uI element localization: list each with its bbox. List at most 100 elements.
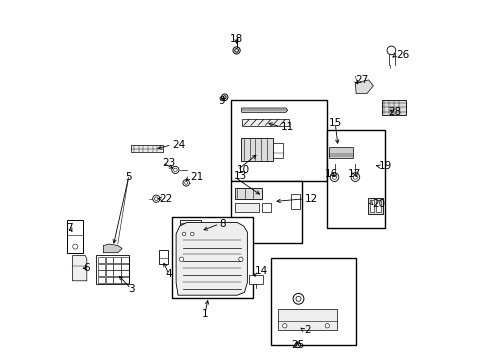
Text: 22: 22 (159, 194, 172, 204)
Text: 16: 16 (325, 168, 338, 179)
Text: 9: 9 (218, 96, 224, 106)
Polygon shape (72, 256, 87, 281)
Text: 27: 27 (355, 75, 368, 85)
Bar (369, 200, 374, 212)
Bar (235, 203, 258, 212)
Circle shape (184, 181, 187, 184)
Text: 11: 11 (280, 122, 293, 132)
Bar (329, 147, 352, 158)
Bar (98, 264, 104, 270)
Text: 21: 21 (189, 172, 203, 182)
Text: 23: 23 (162, 158, 175, 168)
Text: 28: 28 (387, 107, 401, 117)
Bar (272, 143, 282, 158)
Bar (375, 200, 380, 212)
Circle shape (325, 324, 329, 328)
Bar (105, 257, 113, 263)
Bar (121, 257, 128, 263)
Circle shape (282, 324, 286, 328)
Bar (235, 188, 262, 199)
Circle shape (190, 232, 194, 236)
Bar (98, 277, 104, 283)
Text: 13: 13 (233, 171, 246, 181)
Bar (98, 270, 104, 276)
Bar (159, 250, 167, 264)
Bar (241, 138, 273, 161)
Circle shape (221, 94, 227, 100)
Circle shape (73, 244, 78, 249)
Bar (277, 309, 336, 330)
Circle shape (295, 296, 301, 301)
Bar (105, 264, 113, 270)
Circle shape (350, 173, 359, 181)
Text: 5: 5 (125, 172, 132, 182)
Bar (131, 145, 163, 152)
Text: 20: 20 (372, 199, 385, 210)
Polygon shape (355, 80, 373, 94)
Circle shape (294, 342, 300, 348)
Bar (113, 257, 121, 263)
Circle shape (292, 293, 303, 304)
Bar (113, 264, 121, 270)
Bar (367, 198, 382, 214)
Text: 18: 18 (229, 34, 243, 44)
Circle shape (386, 46, 395, 55)
Bar (381, 100, 406, 115)
Polygon shape (176, 222, 247, 295)
Text: 10: 10 (237, 165, 250, 175)
Bar (179, 220, 201, 238)
Polygon shape (241, 108, 287, 112)
Circle shape (232, 47, 240, 54)
Text: 1: 1 (201, 309, 208, 319)
Bar (121, 264, 128, 270)
Text: 26: 26 (396, 50, 409, 60)
Bar (105, 270, 113, 276)
Circle shape (154, 197, 158, 201)
Bar (105, 277, 113, 283)
Polygon shape (373, 161, 378, 168)
Bar (98, 257, 104, 263)
Text: 2: 2 (304, 325, 310, 336)
Bar (242, 119, 288, 126)
Bar (121, 277, 128, 283)
Polygon shape (103, 244, 122, 253)
Text: 3: 3 (127, 284, 134, 294)
Text: 24: 24 (171, 140, 184, 150)
Circle shape (234, 49, 238, 52)
Circle shape (329, 173, 338, 181)
Bar (113, 277, 121, 283)
Circle shape (171, 166, 179, 174)
Bar (291, 194, 300, 209)
Bar (171, 217, 252, 298)
Text: 19: 19 (378, 161, 391, 171)
Circle shape (223, 96, 225, 99)
Bar (248, 275, 263, 284)
Bar (67, 220, 83, 253)
Text: 7: 7 (66, 222, 73, 233)
Text: 14: 14 (254, 266, 267, 276)
Circle shape (152, 195, 160, 202)
Text: 17: 17 (347, 168, 361, 179)
Bar (261, 203, 270, 212)
Text: 4: 4 (165, 269, 172, 279)
Circle shape (352, 175, 357, 179)
Bar (113, 270, 121, 276)
Circle shape (179, 257, 183, 261)
Circle shape (332, 175, 336, 179)
Text: 12: 12 (305, 194, 318, 204)
Bar (231, 100, 326, 181)
Circle shape (182, 232, 185, 236)
Text: 8: 8 (219, 219, 225, 229)
Bar (121, 270, 128, 276)
Bar (270, 258, 356, 345)
Circle shape (173, 168, 177, 172)
Text: 6: 6 (83, 263, 90, 273)
Text: 15: 15 (328, 118, 341, 128)
Bar (96, 255, 129, 284)
Text: 25: 25 (290, 340, 304, 350)
Circle shape (183, 180, 189, 186)
Circle shape (238, 257, 243, 261)
Circle shape (296, 344, 298, 346)
Bar (230, 181, 302, 243)
Bar (326, 130, 385, 228)
